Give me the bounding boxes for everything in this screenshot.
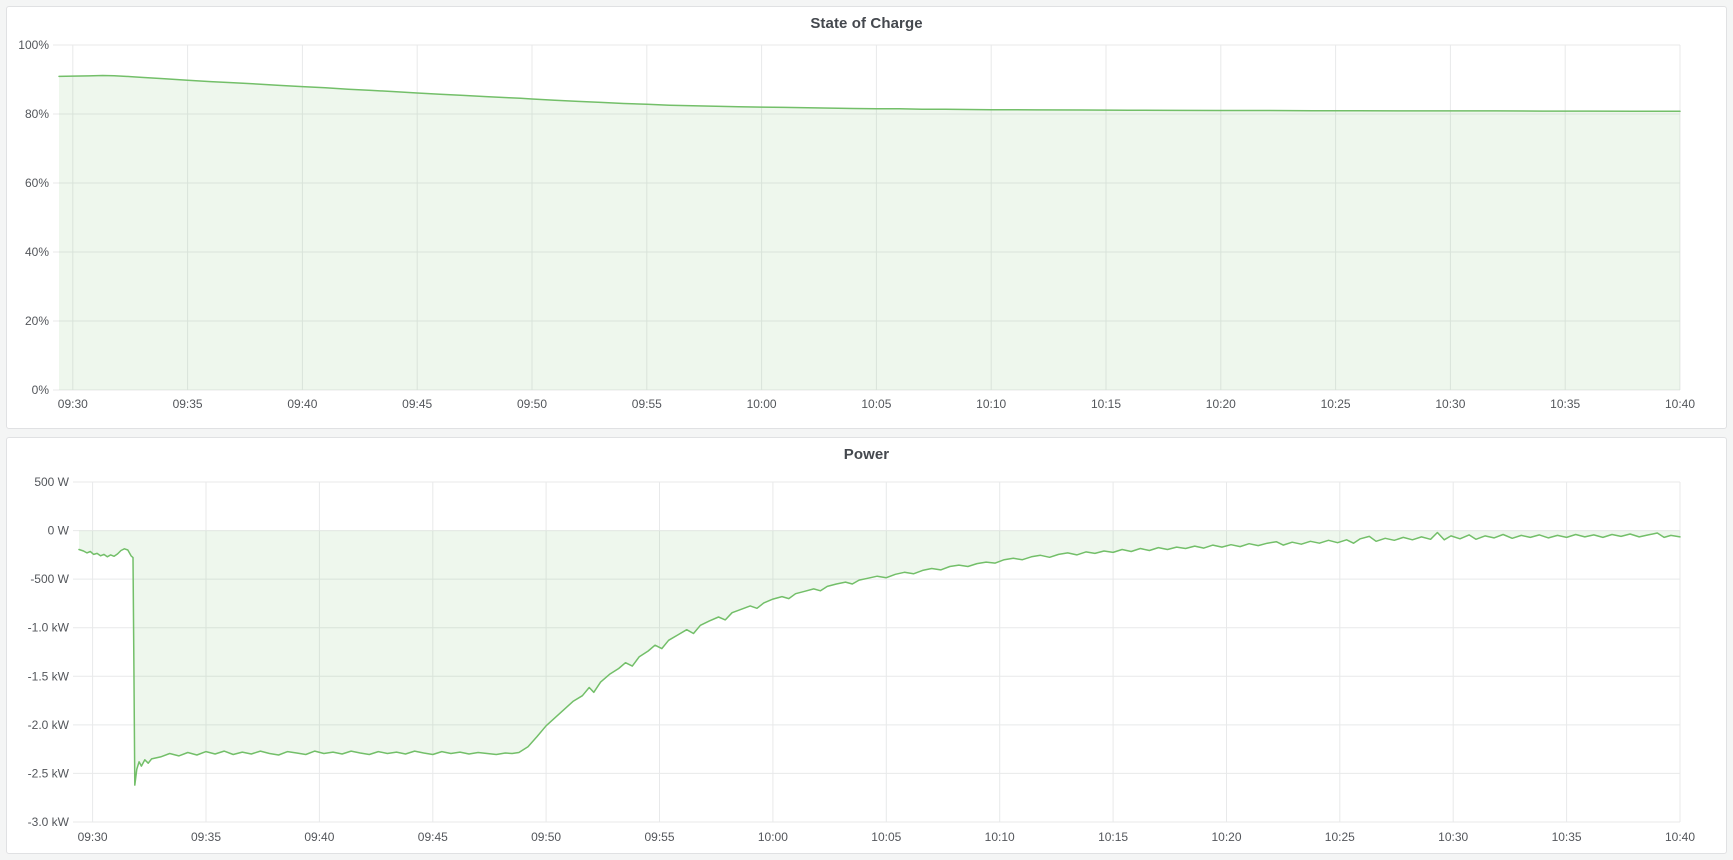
y-tick-label: -1.5 kW: [28, 669, 70, 683]
x-tick-label: 09:35: [173, 397, 203, 411]
y-tick-label: 0%: [32, 383, 50, 397]
panel-header[interactable]: Power: [7, 438, 1726, 470]
gridlines: [53, 44, 1681, 391]
x-tick-label: 09:30: [58, 397, 88, 411]
power-line: [78, 531, 1681, 786]
y-tick-label: -3.0 kW: [28, 815, 70, 829]
x-tick-label: 09:30: [78, 830, 108, 844]
x-tick-label: 10:10: [985, 830, 1015, 844]
dashboard: State of Charge 09:30 09:35 09:40 09:45 09:5…: [6, 6, 1727, 854]
panel-power: Power 09:30 09:35 09:40 09:45 09:50 09:55 10:0…: [6, 437, 1727, 854]
x-tick-label: 09:35: [191, 830, 221, 844]
x-tick-label: 10:30: [1438, 830, 1468, 844]
x-tick-label: 09:45: [418, 830, 448, 844]
x-tick-label: 10:40: [1665, 830, 1695, 844]
x-tick-label: 09:45: [402, 397, 432, 411]
panel-header[interactable]: State of Charge: [7, 7, 1726, 39]
x-tick-label: 09:50: [531, 830, 561, 844]
x-tick-label: 10:05: [861, 397, 891, 411]
x-tick-label: 10:40: [1665, 397, 1695, 411]
state-of-charge-chart[interactable]: 09:30 09:35 09:40 09:45 09:50 09:55 10:00 10:05…: [7, 39, 1726, 428]
x-tick-label: 09:40: [304, 830, 334, 844]
x-tick-label: 10:35: [1550, 397, 1580, 411]
x-tick-label: 10:05: [871, 830, 901, 844]
y-tick-label: -2.5 kW: [28, 766, 70, 780]
y-tick-label: -500 W: [30, 572, 69, 586]
y-axis-labels: 500 W 0 W -500 W -1.0 kW -1.5 kW -2.0 kW -2.5 …: [28, 475, 70, 829]
x-tick-label: 10:15: [1091, 397, 1121, 411]
x-tick-label: 09:55: [632, 397, 662, 411]
x-axis-labels: 09:30 09:35 09:40 09:45 09:50 09:55 10:00 10:05…: [78, 830, 1696, 844]
y-tick-label: 20%: [25, 314, 49, 328]
x-tick-label: 10:20: [1206, 397, 1236, 411]
power-area: [79, 530, 1680, 786]
panel-title-state-of-charge: State of Charge: [810, 14, 923, 32]
power-chart[interactable]: 09:30 09:35 09:40 09:45 09:50 09:55 10:00 10:05…: [7, 470, 1726, 853]
x-tick-label: 10:20: [1211, 830, 1241, 844]
y-tick-label: 80%: [25, 107, 49, 121]
x-tick-label: 09:55: [644, 830, 674, 844]
x-tick-label: 10:00: [747, 397, 777, 411]
x-tick-label: 10:25: [1325, 830, 1355, 844]
gridlines: [73, 481, 1681, 823]
y-tick-label: -2.0 kW: [28, 718, 70, 732]
y-tick-label: -1.0 kW: [28, 621, 70, 635]
x-tick-label: 10:10: [976, 397, 1006, 411]
x-tick-label: 09:50: [517, 397, 547, 411]
panel-state-of-charge: State of Charge 09:30 09:35 09:40 09:45 09:5…: [6, 6, 1727, 429]
x-tick-label: 10:30: [1435, 397, 1465, 411]
y-tick-label: 500 W: [34, 475, 69, 489]
x-tick-label: 10:00: [758, 830, 788, 844]
y-axis-labels: 100% 80% 60% 40% 20% 0%: [18, 39, 49, 397]
state-of-charge-line: [58, 74, 1681, 112]
panel-title-power: Power: [843, 445, 890, 463]
x-axis-labels: 09:30 09:35 09:40 09:45 09:50 09:55 10:00 10:05…: [58, 397, 1696, 411]
y-tick-label: 60%: [25, 176, 49, 190]
x-tick-label: 09:40: [287, 397, 317, 411]
state-of-charge-area: [59, 75, 1680, 390]
y-tick-label: 40%: [25, 245, 49, 259]
x-tick-label: 10:15: [1098, 830, 1128, 844]
y-tick-label: 0 W: [48, 524, 70, 538]
x-tick-label: 10:25: [1321, 397, 1351, 411]
y-tick-label: 100%: [18, 39, 49, 52]
x-tick-label: 10:35: [1552, 830, 1582, 844]
